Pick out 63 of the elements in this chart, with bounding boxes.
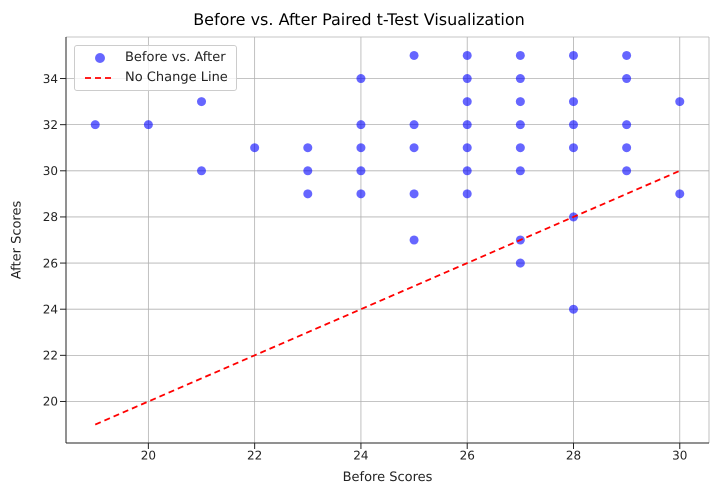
chart-title: Before vs. After Paired t-Test Visualization [192, 10, 526, 29]
point [516, 258, 525, 268]
legend-label: Before vs. After [125, 49, 226, 67]
x-tick-label: 22 [247, 448, 262, 463]
point [568, 120, 578, 130]
point [622, 166, 632, 176]
point [516, 120, 525, 130]
x-tick-label: 26 [460, 448, 475, 463]
point [90, 120, 100, 130]
point [410, 143, 419, 152]
point [356, 74, 366, 84]
point [356, 120, 366, 130]
x-tick-label: 30 [672, 448, 688, 463]
point [622, 50, 632, 60]
point [356, 166, 366, 176]
point [568, 50, 578, 60]
point [516, 50, 525, 60]
point [462, 97, 472, 106]
point [410, 189, 419, 198]
y-axis-title: After Scores [10, 200, 25, 280]
point [568, 97, 578, 106]
point [622, 74, 632, 84]
point [675, 189, 684, 198]
point [303, 166, 312, 176]
point [462, 74, 472, 84]
point [196, 166, 206, 176]
x-axis-title: Before Scores [342, 470, 433, 485]
point [462, 166, 472, 176]
point [568, 143, 578, 152]
point [303, 143, 312, 152]
point [622, 120, 632, 130]
y-tick-label: 30 [42, 164, 58, 178]
point [568, 304, 578, 314]
y-tick-label: 32 [42, 118, 58, 132]
y-tick-label: 24 [42, 302, 58, 316]
x-tick-label: 24 [353, 448, 369, 463]
point [516, 74, 525, 84]
point [303, 189, 312, 198]
legend-label: No Change Line [125, 69, 228, 87]
point [144, 120, 153, 130]
x-tick-label: 20 [140, 448, 156, 463]
point [410, 120, 419, 130]
point [462, 189, 472, 198]
y-tick-label: 22 [42, 348, 58, 363]
point [250, 143, 260, 152]
x-tick-label: 28 [566, 448, 582, 463]
point [356, 143, 366, 152]
point [410, 235, 419, 245]
point [356, 189, 366, 198]
point [196, 97, 206, 106]
point [462, 50, 472, 60]
y-tick-label: 20 [42, 394, 58, 409]
point [622, 143, 632, 152]
y-tick-label: 26 [42, 256, 58, 270]
point [462, 120, 472, 130]
point [675, 97, 684, 106]
point [516, 166, 525, 176]
point [516, 143, 525, 152]
point [462, 143, 472, 152]
point [410, 50, 419, 60]
y-tick-label: 28 [42, 210, 58, 224]
y-tick-label: 34 [42, 72, 58, 86]
point [516, 97, 525, 106]
